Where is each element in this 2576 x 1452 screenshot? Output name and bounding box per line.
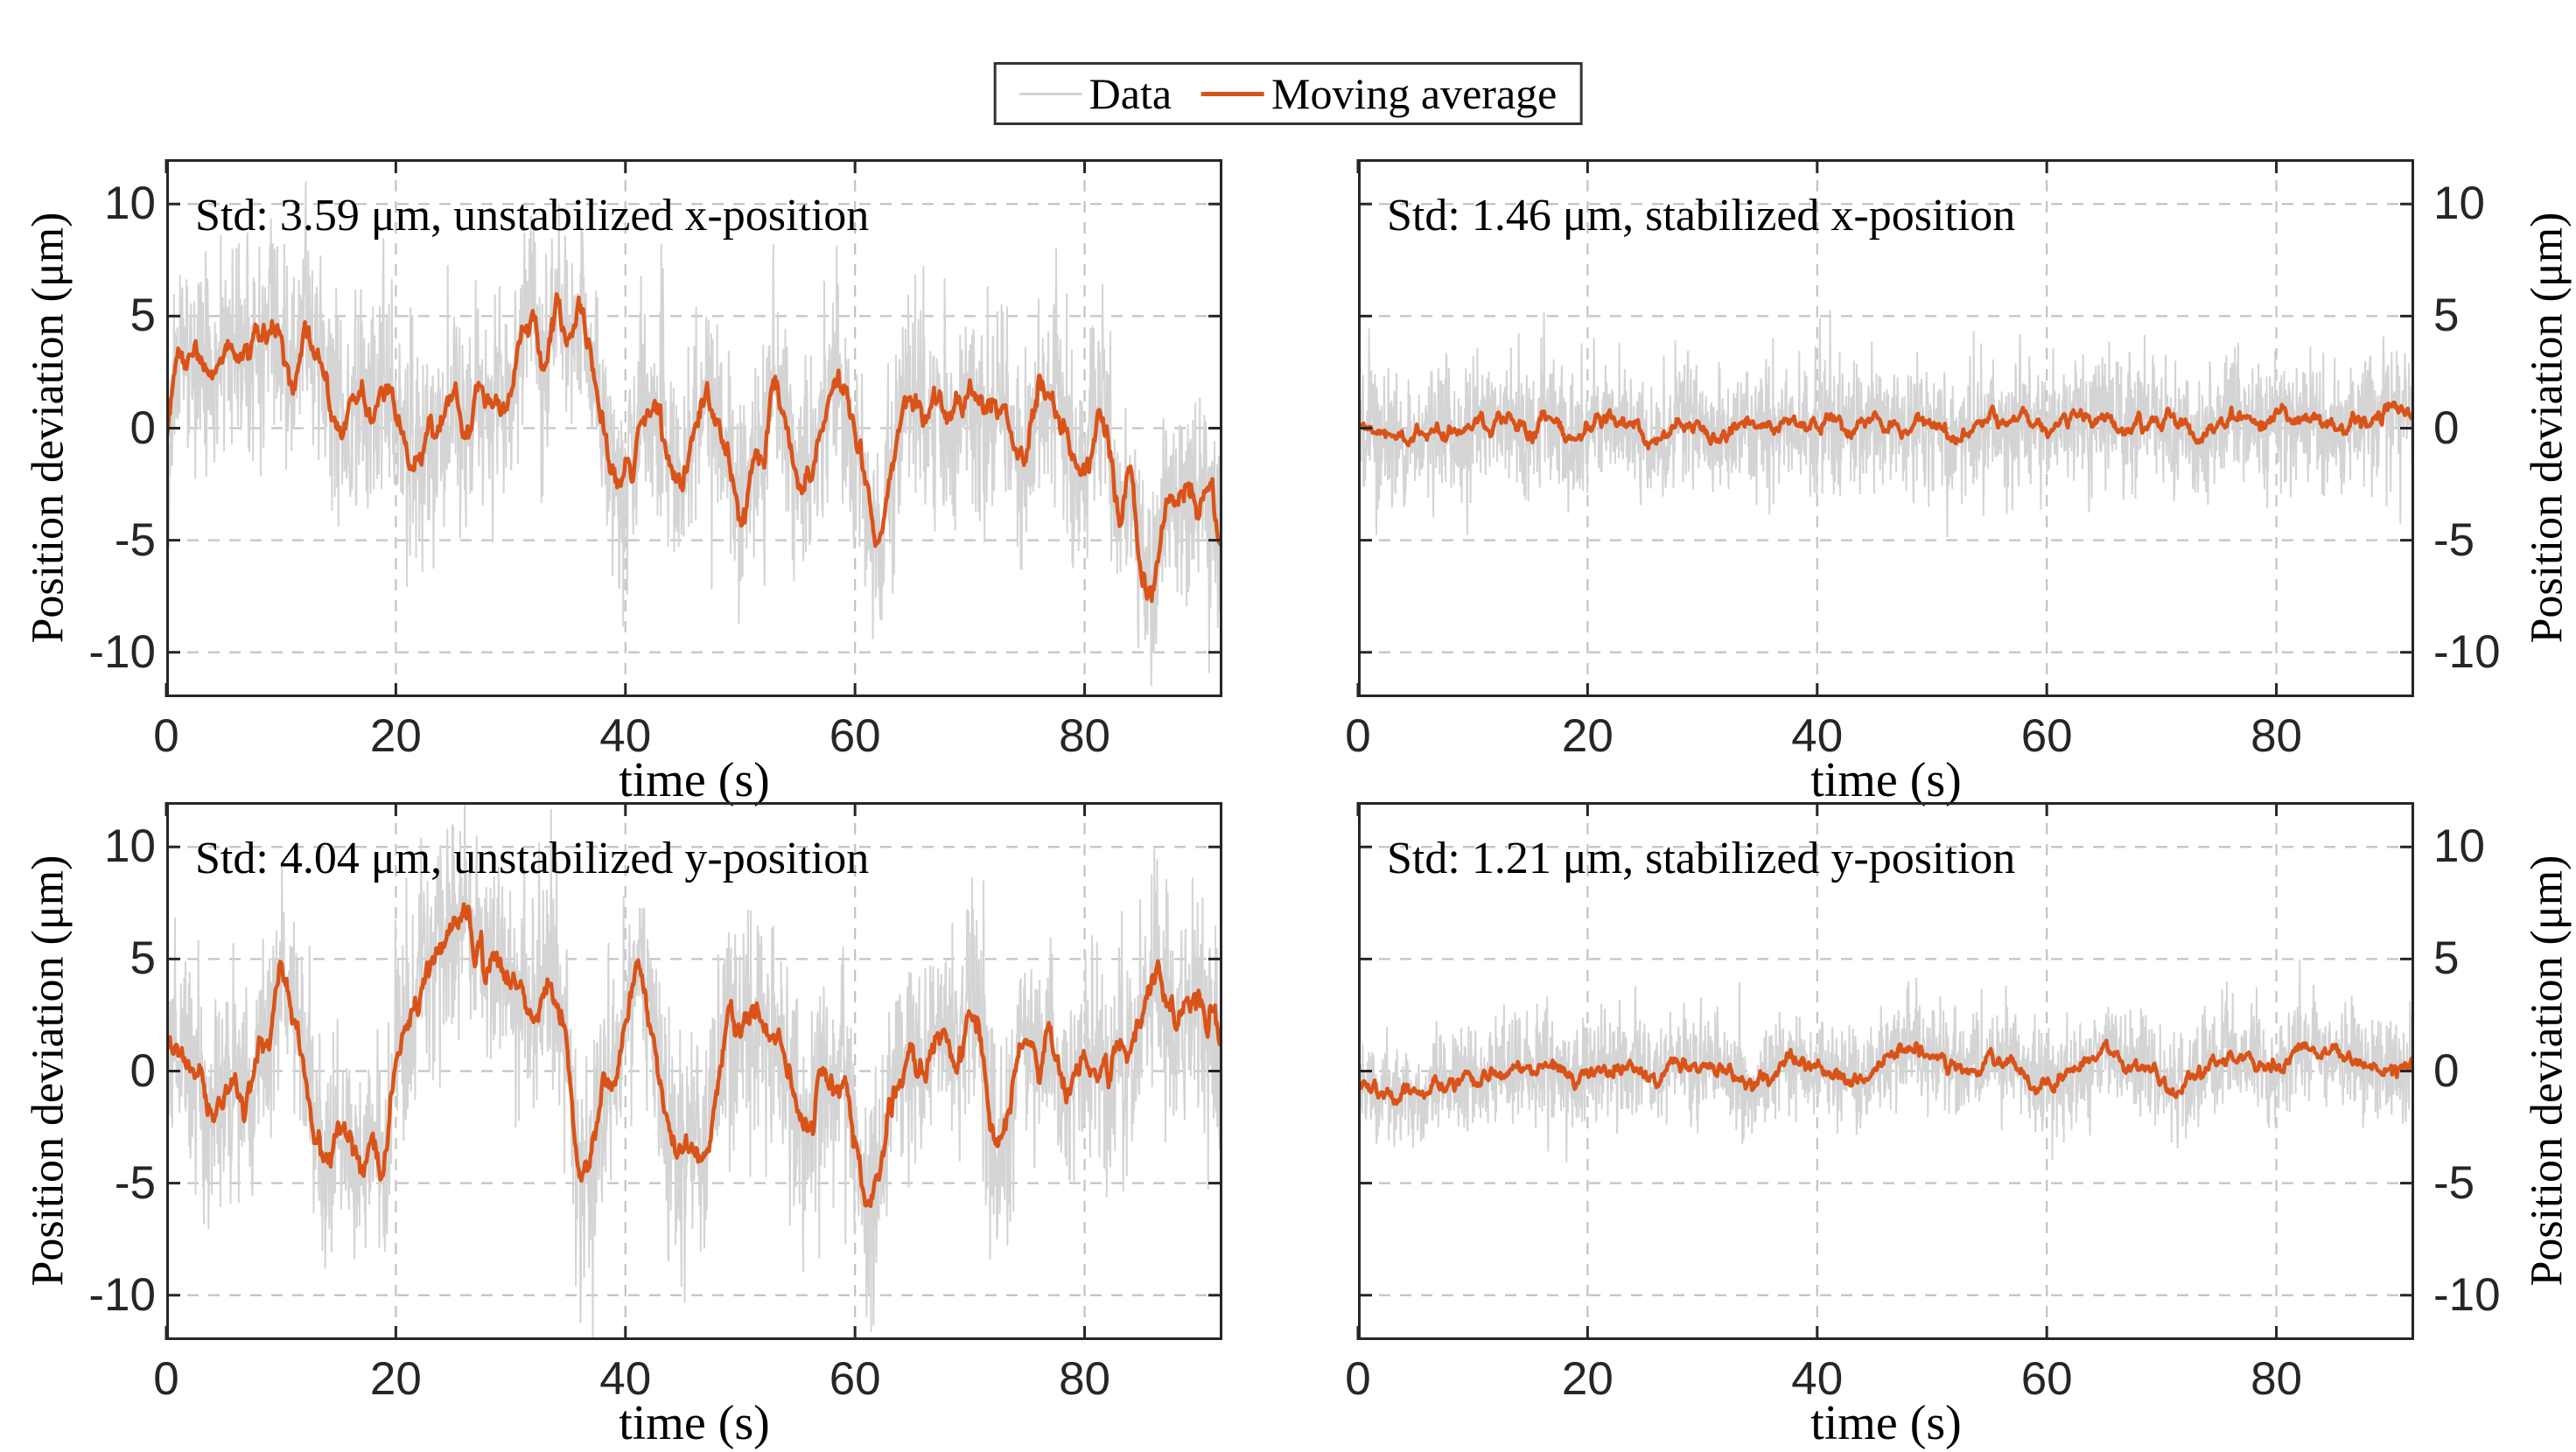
data-series xyxy=(1358,960,2414,1162)
x-tick-label: 0 xyxy=(153,710,179,762)
tick-marks xyxy=(1356,802,2414,1340)
data-series xyxy=(166,181,1222,687)
plot-area xyxy=(164,802,1222,1340)
y-axis-label: Position deviation (μm) xyxy=(23,212,74,644)
y-tick-label: 5 xyxy=(2433,932,2460,985)
x-tick-label: 20 xyxy=(369,1353,422,1405)
y-tick-label: 0 xyxy=(130,401,156,454)
moving-average-series xyxy=(166,902,1222,1209)
legend-data-label: Data xyxy=(1088,69,1172,118)
data-series xyxy=(1358,310,2414,538)
x-tick-label: 20 xyxy=(1561,1353,1614,1405)
std-annotation: Std: 1.46 μm, stabilized x-position xyxy=(1387,191,2016,241)
std-annotation: Std: 3.59 μm, unstabilized x-position xyxy=(195,191,870,241)
x-tick-label: 0 xyxy=(1345,1353,1371,1405)
y-tick-label: -5 xyxy=(2433,513,2475,566)
legend: Data Moving average xyxy=(993,62,1583,125)
x-axis-label: time (s) xyxy=(1810,1396,1962,1450)
y-tick-label: 10 xyxy=(2433,820,2485,873)
std-annotation: Std: 1.21 μm, stabilized y-position xyxy=(1387,834,2016,883)
x-tick-label: 0 xyxy=(1345,710,1371,762)
x-tick-label: 60 xyxy=(2020,1353,2073,1405)
x-tick-label: 80 xyxy=(1059,710,1111,762)
plot-area xyxy=(1356,159,2414,697)
y-tick-label: -10 xyxy=(88,625,156,678)
legend-moving-average-label: Moving average xyxy=(1271,69,1558,118)
subplot-unstabilized-x: Std: 3.59 μm, unstabilized x-position ti… xyxy=(88,159,1222,807)
x-axis-label: time (s) xyxy=(1810,753,1962,807)
plot-area xyxy=(164,159,1222,697)
subplot-stabilized-y: Std: 1.21 μm, stabilized y-position time… xyxy=(1345,802,2501,1450)
x-tick-label: 80 xyxy=(1059,1353,1111,1405)
y-axis-label: Position deviation (μm) xyxy=(2522,212,2572,644)
x-axis-label: time (s) xyxy=(619,753,770,807)
y-tick-label: 0 xyxy=(130,1044,156,1097)
y-tick-label: -5 xyxy=(2433,1156,2475,1209)
legend-data-line-icon xyxy=(1018,92,1082,95)
x-tick-label: 0 xyxy=(153,1353,179,1405)
y-tick-label: -5 xyxy=(114,513,156,566)
x-tick-label: 20 xyxy=(369,710,422,762)
x-tick-label: 60 xyxy=(829,1353,881,1405)
y-axis-label: Position deviation (μm) xyxy=(2522,855,2572,1287)
x-tick-label: 40 xyxy=(1791,710,1844,762)
y-tick-label: 0 xyxy=(2433,401,2460,454)
y-tick-label: 5 xyxy=(130,932,156,985)
tick-marks xyxy=(164,802,1222,1340)
moving-average-series xyxy=(1358,1038,2414,1106)
x-tick-label: 80 xyxy=(2250,1353,2303,1405)
y-tick-label: 5 xyxy=(130,290,156,342)
y-tick-label: -10 xyxy=(2433,1268,2501,1321)
x-tick-label: 40 xyxy=(599,1353,652,1405)
legend-moving-average-line-icon xyxy=(1201,91,1265,96)
y-tick-label: 10 xyxy=(104,178,156,230)
y-tick-label: -10 xyxy=(2433,625,2501,678)
y-tick-label: 0 xyxy=(2433,1044,2460,1097)
x-tick-label: 20 xyxy=(1561,710,1614,762)
plot-area xyxy=(1356,802,2414,1340)
y-axis-label: Position deviation (μm) xyxy=(23,855,74,1287)
subplot-unstabilized-y: Std: 4.04 μm, unstabilized y-position ti… xyxy=(88,802,1222,1450)
tick-marks xyxy=(1356,159,2414,697)
x-tick-label: 60 xyxy=(829,710,881,762)
std-annotation: Std: 4.04 μm, unstabilized y-position xyxy=(195,834,870,883)
subplot-stabilized-x: Std: 1.46 μm, stabilized x-position time… xyxy=(1345,159,2501,807)
y-tick-label: -10 xyxy=(88,1268,156,1321)
x-tick-label: 40 xyxy=(599,710,652,762)
tick-marks xyxy=(164,159,1222,697)
x-tick-label: 60 xyxy=(2020,710,2073,762)
moving-average-series xyxy=(166,292,1222,604)
moving-average-series xyxy=(1358,400,2414,451)
x-tick-label: 80 xyxy=(2250,710,2303,762)
y-tick-label: 10 xyxy=(104,820,156,873)
x-axis-label: time (s) xyxy=(619,1396,770,1450)
y-tick-label: 10 xyxy=(2433,178,2485,230)
y-tick-label: -5 xyxy=(114,1156,156,1209)
x-tick-label: 40 xyxy=(1791,1353,1844,1405)
y-tick-label: 5 xyxy=(2433,290,2460,342)
